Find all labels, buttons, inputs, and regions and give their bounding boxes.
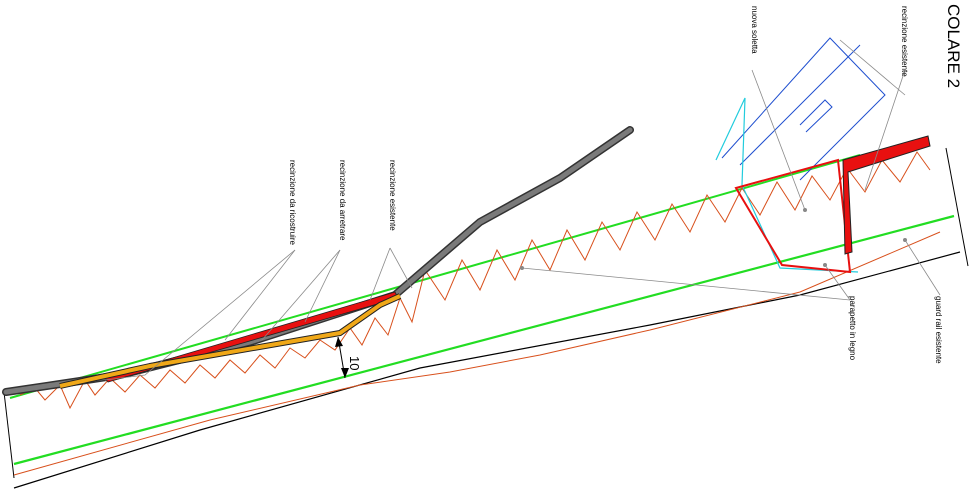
leader-parapetto-2 — [824, 264, 851, 301]
red-parapet-outline — [734, 158, 852, 274]
sheet-title: COLARE 2 — [944, 4, 963, 88]
green-line-lower — [13, 214, 955, 466]
blue-slab-line — [739, 44, 861, 166]
leader-ricostruire — [104, 249, 296, 381]
blue-slab-outline — [721, 37, 886, 181]
gold-new-fence — [59, 294, 401, 388]
leader-esistente-left-2 — [389, 247, 413, 289]
label-parapetto-legno: parapetto in legno — [848, 296, 857, 361]
leader-arretrare-2 — [261, 249, 341, 341]
red-fence-right — [842, 135, 931, 255]
leader-recinzione-esistente-right — [864, 69, 906, 191]
leader-arretrare — [304, 249, 341, 323]
grey-existing-road — [2, 126, 634, 396]
grey-existing-road-fill — [3, 127, 633, 395]
leader-recinzione-esistente-right-2 — [839, 39, 906, 96]
label-guard-rail-esistente: guard rail esistente — [934, 296, 943, 364]
green-line-upper — [9, 154, 861, 399]
label-nuova-soletta: nuova soletta — [750, 6, 759, 54]
leader-ricostruire-2 — [224, 249, 296, 341]
label-recinzione-ricostruire: recinzione da ricostruire — [288, 160, 297, 245]
dimension-value: 10 — [347, 356, 362, 370]
label-recinzione-esistente-left: recinzione esistente — [388, 160, 397, 231]
label-recinzione-arretrare: recinzione da arretrare — [338, 160, 347, 241]
road-edge-line — [13, 251, 961, 489]
dimension-arrow-bottom — [341, 368, 349, 378]
blue-slab-inner — [799, 99, 833, 133]
leader-guard-rail — [904, 239, 941, 296]
leader-parapetto — [521, 267, 851, 301]
label-recinzione-esistente-right: recinzione esistente — [900, 6, 909, 77]
leader-nuova-soletta — [751, 69, 806, 211]
orange-line-lower — [13, 231, 941, 476]
cyan-outline — [715, 97, 859, 273]
edge-line-right — [945, 147, 969, 267]
edge-line-left — [3, 391, 15, 479]
dimension-arrow-top — [335, 337, 343, 347]
leader-esistente-left — [369, 247, 391, 301]
